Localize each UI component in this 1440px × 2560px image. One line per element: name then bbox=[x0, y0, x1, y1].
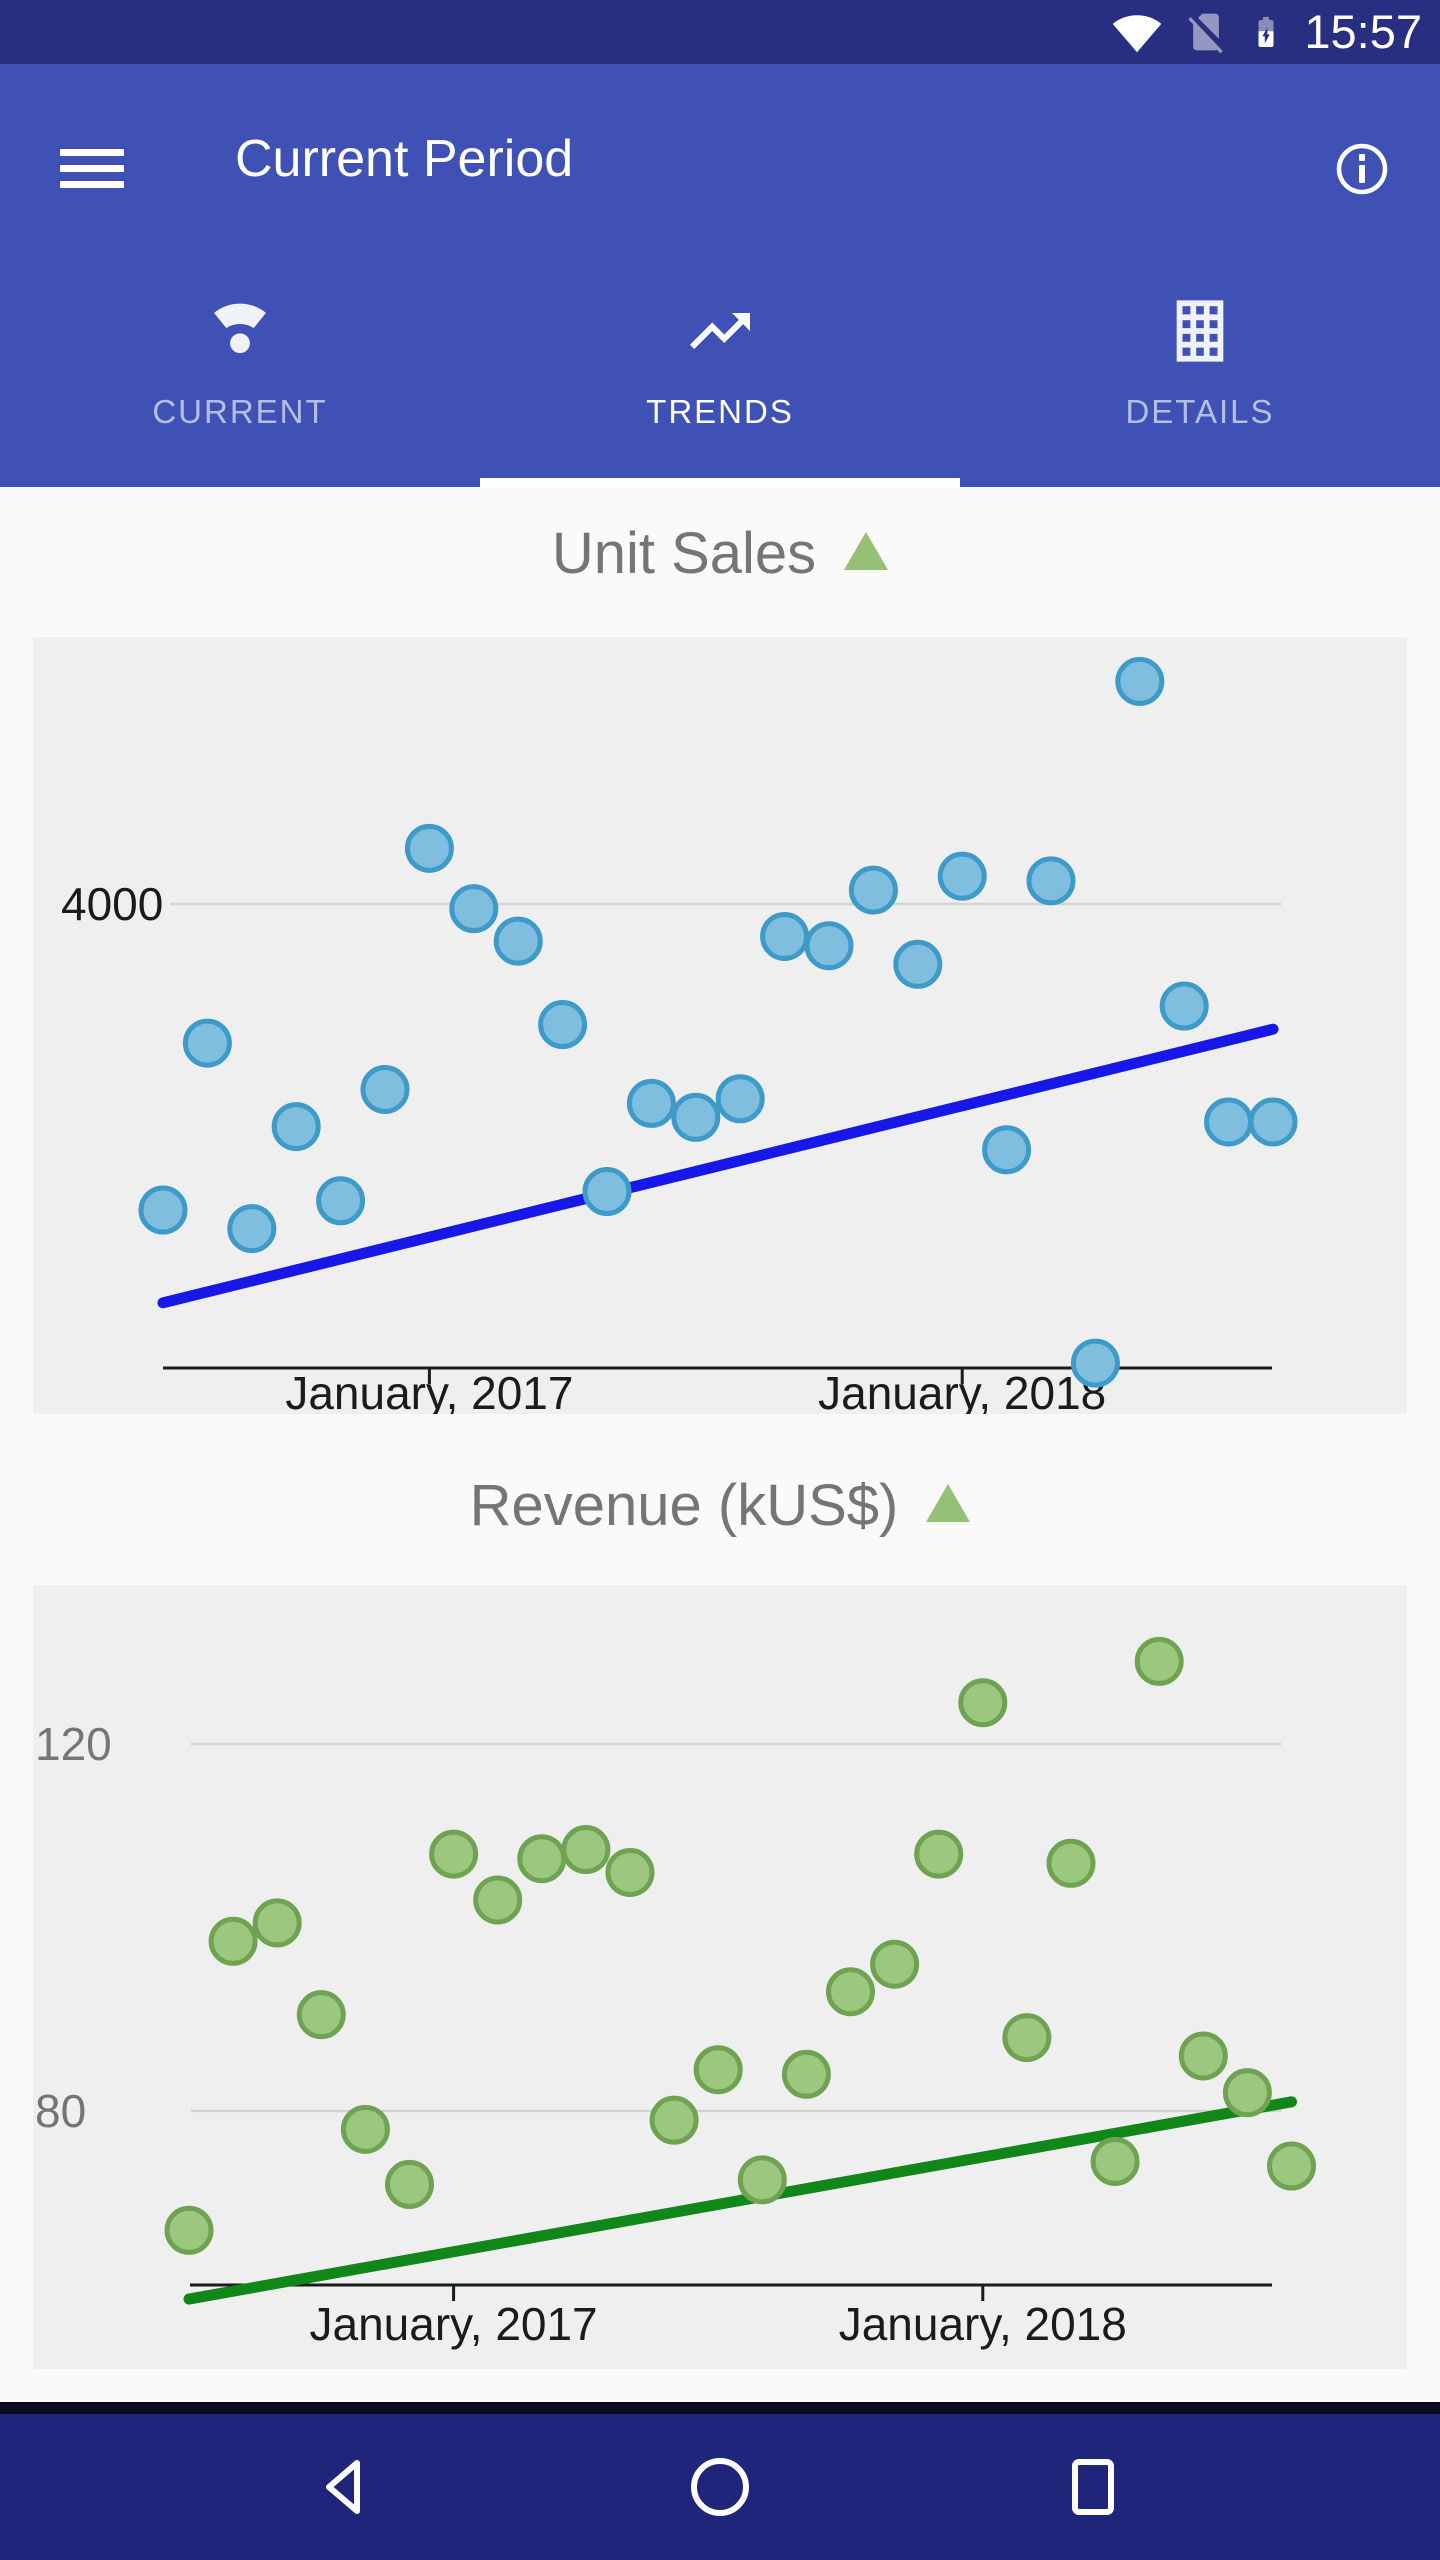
chart-title-text: Unit Sales bbox=[551, 520, 817, 586]
wifi-icon bbox=[1110, 9, 1164, 55]
unit-sales-scatter-chart: 4000 January, 2017 January, 2018 bbox=[33, 637, 1407, 1414]
svg-text:80: 80 bbox=[35, 2085, 86, 2137]
trending-up-icon bbox=[684, 295, 756, 367]
svg-text:January, 2017: January, 2017 bbox=[285, 1367, 573, 1414]
navigation-bar bbox=[0, 2414, 1440, 2560]
no-sim-icon bbox=[1184, 6, 1228, 58]
svg-text:120: 120 bbox=[35, 1718, 112, 1770]
tab-current-label: CURRENT bbox=[152, 393, 328, 430]
svg-text:January, 2017: January, 2017 bbox=[310, 2298, 598, 2350]
svg-text:January, 2018: January, 2018 bbox=[818, 1367, 1106, 1414]
status-bar: 15:57 bbox=[0, 0, 1440, 64]
back-icon[interactable] bbox=[287, 2427, 407, 2547]
chart-title-text: Revenue (kUS$) bbox=[469, 1472, 899, 1538]
svg-text:January, 2018: January, 2018 bbox=[839, 2298, 1127, 2350]
wifi-dot-icon bbox=[205, 295, 275, 367]
tab-bar: CURRENT TRENDS bbox=[0, 253, 1440, 487]
svg-text:4000: 4000 bbox=[61, 878, 163, 930]
triangle-up-icon bbox=[926, 1484, 971, 1522]
info-icon[interactable] bbox=[1334, 141, 1390, 197]
home-icon[interactable] bbox=[660, 2427, 780, 2547]
recents-icon[interactable] bbox=[1033, 2427, 1153, 2547]
tab-details[interactable]: DETAILS bbox=[960, 253, 1440, 487]
tab-current[interactable]: CURRENT bbox=[0, 253, 480, 487]
page-title: Current Period bbox=[235, 129, 574, 188]
nav-shadow bbox=[0, 2402, 1440, 2414]
clock-text: 15:57 bbox=[1304, 5, 1422, 58]
app-bar: Current Period bbox=[0, 64, 1440, 253]
grid-icon bbox=[1165, 295, 1235, 367]
chart-title-revenue: Revenue (kUS$) bbox=[0, 1447, 1440, 1563]
tab-trends[interactable]: TRENDS bbox=[480, 253, 960, 487]
tab-details-label: DETAILS bbox=[1125, 393, 1275, 430]
active-tab-indicator bbox=[480, 478, 960, 487]
menu-icon[interactable] bbox=[60, 149, 124, 188]
triangle-up-icon bbox=[844, 532, 889, 570]
revenue-scatter-chart: 120 80 January, 2017 January, 2018 bbox=[33, 1585, 1407, 2369]
chart-title-unit-sales: Unit Sales bbox=[0, 495, 1440, 611]
tab-trends-label: TRENDS bbox=[646, 393, 794, 430]
battery-charging-icon bbox=[1248, 4, 1284, 60]
